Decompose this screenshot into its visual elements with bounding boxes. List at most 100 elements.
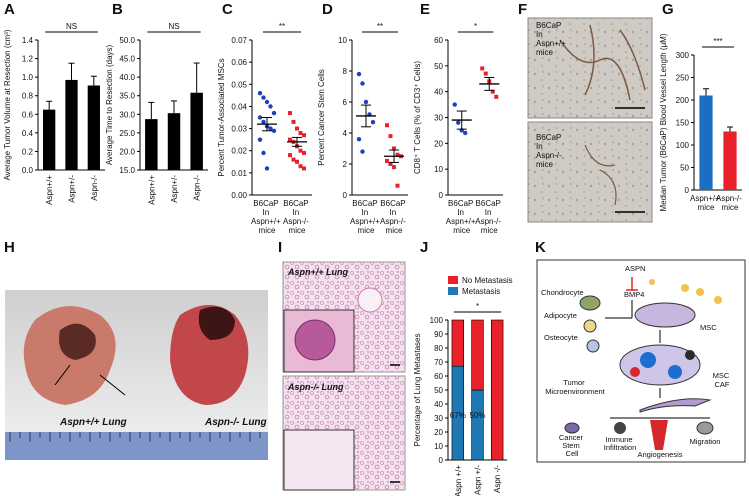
data-point [261,150,266,156]
image-i: Aspn+/+ Lung Aspn-/- Lung [282,261,406,491]
annotation: ** [377,22,383,31]
y-tick-label: 25.0 [119,129,135,138]
data-point [298,148,303,153]
y-tick-label: 50.0 [119,36,135,45]
y-tick-label: 90 [434,330,443,339]
diagram-label: Cancer Stem Cell [559,433,585,458]
data-point [302,150,306,155]
legend-label: Metastasis [462,287,500,296]
x-tick-label: B6CaP In Aspn-/- mice [475,199,503,235]
data-point [385,158,389,163]
y-tick-label: 1.2 [22,55,34,64]
data-point [388,162,393,166]
x-tick-label: B6CaP In Aspn+/+ mice [446,199,478,235]
diagram-label: BMP4 [624,290,644,299]
panel-label: H [4,239,15,256]
y-tick-label: 0 [439,456,444,465]
annotation: ** [279,22,285,31]
y-tick-label: 250 [676,74,690,83]
diagram-label: Osteocyte [544,333,578,342]
y-tick-label: 150 [676,119,690,128]
data-point [302,133,306,138]
y-tick-label: 40 [434,400,443,409]
y-tick-label: 1.0 [22,73,34,82]
y-tick-label: 50 [680,164,689,173]
data-point [452,102,457,107]
data-point [360,81,365,86]
y-tick-label: 50 [434,386,443,395]
y-axis-label: Average Tumor Volume at Resection (cm³) [3,29,12,180]
bar [699,95,713,190]
data-point [302,166,306,171]
diagram-label: Adipocyte [544,311,577,320]
y-tick-label: 0.01 [231,169,247,178]
y-tick-label: 40 [434,88,443,97]
data-point [288,137,292,142]
data-point [295,126,299,131]
x-tick-label: Aspn+/+ [45,175,54,205]
data-point [291,119,296,124]
annotation: * [476,302,479,311]
bar-segment [471,319,484,391]
data-point [360,149,365,154]
bar-segment [451,319,465,367]
x-tick-label: B6CaP In Aspn+/+ mice [350,199,382,235]
data-point [291,157,296,162]
diagram-label: MSC [700,323,717,332]
y-tick-label: 50 [434,62,443,71]
bar [190,92,203,170]
y-tick-label: 10 [338,36,347,45]
data-point [456,120,461,125]
y-tick-label: 60 [434,36,443,45]
y-tick-label: 10 [434,165,443,174]
y-tick-label: 70 [434,358,443,367]
data-point [463,130,468,136]
y-axis-label: Percentage of Lung Metastases [413,334,422,447]
chart: 0 10 20 30 40 50 60 CD8⁺ T Cells (% of CD3⁺ Cel… [413,22,503,235]
y-tick-label: 0 [439,191,444,200]
bar [145,119,158,170]
x-tick-label: Aspn+/+ mice [690,194,722,212]
y-tick-label: 30 [434,414,443,423]
y-tick-label: 0.6 [22,110,34,119]
x-tick-label: Aspn +/- [474,465,483,495]
x-tick-label: Aspn +/+ [454,465,463,496]
bar-segment [471,389,484,461]
panel-label: A [4,1,15,18]
y-tick-label: 0.04 [231,102,247,111]
data-point [395,183,400,188]
diagram-label: Angiogenesis [637,450,682,459]
y-tick-label: 30 [434,114,443,123]
y-tick-label: 80 [434,344,443,353]
x-tick-label: Aspn -/- [493,465,502,493]
y-tick-label: 0.00 [231,191,247,200]
data-point [298,164,303,169]
panel-label: K [535,239,546,256]
data-point [271,110,277,116]
y-axis-label: Percent Cancer Stem Cells [317,69,326,165]
data-point [392,165,396,170]
data-point [288,111,292,116]
image-f: B6CaP In Aspn+/+ mice B6CaP In Aspn-/- m… [527,17,653,223]
data-point [257,90,263,96]
y-tick-label: 0.03 [231,125,247,134]
data-point [392,146,396,151]
image-label: Aspn-/- Lung [287,382,344,392]
y-tick-label: 4 [343,129,348,138]
data-point [356,137,362,142]
y-tick-label: 1.4 [22,36,34,45]
diagram-label: Immune Infiltration [604,435,637,452]
diagram-label: MSC CAF [713,371,732,389]
chart: 0.0 0.2 0.4 0.6 0.8 1.0 1.2 1.4 Average Tumor Vo… [3,22,105,205]
chart: 15.0 20.0 25.0 30.0 35.0 40.0 45.0 50.0 Average … [105,22,208,205]
x-tick-label: B6CaP In Aspn-/- mice [380,199,408,235]
panel-label: I [278,239,282,256]
annotation: * [474,22,477,31]
data-point [261,119,266,125]
data-point [268,104,273,109]
x-tick-label: B6CaP In Aspn+/+ mice [251,199,283,235]
y-tick-label: 0.02 [231,147,247,156]
y-tick-label: 2 [343,160,348,169]
diagram-label: Migration [690,437,721,446]
